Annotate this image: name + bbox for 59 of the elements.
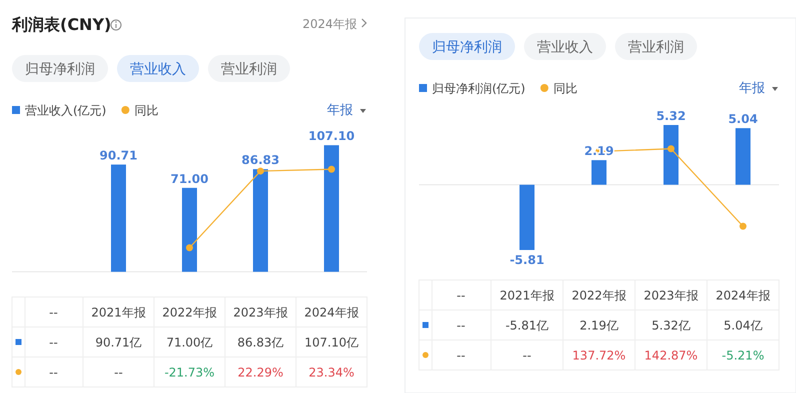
text: 归母净利润 — [25, 62, 95, 78]
annotation: -5.81 — [510, 253, 544, 267]
data-label: -5.81亿 — [505, 318, 549, 332]
bar — [111, 164, 126, 272]
bar — [182, 188, 197, 272]
x-tick-label: 2022年报 — [162, 306, 217, 320]
bar — [520, 184, 534, 250]
text: 营业收入 — [130, 62, 186, 78]
bar — [592, 160, 606, 185]
x-tick-label: 2024年报 — [716, 288, 770, 302]
data-label: 90.71亿 — [95, 336, 142, 350]
text: 营业利润 — [221, 62, 277, 78]
text: -- — [114, 366, 123, 380]
data-label: 107.10亿 — [304, 336, 358, 350]
x-tick-label: 2021年报 — [91, 306, 146, 320]
text: 年报 — [327, 103, 353, 118]
legend-label: 同比 — [553, 82, 578, 96]
text: -- — [522, 348, 532, 362]
x-tick-label: 2022年报 — [572, 288, 626, 302]
chart-subtitle: 2024年报 — [302, 17, 357, 31]
text: -- — [49, 336, 58, 350]
annotation: 90.71 — [100, 148, 138, 163]
legend-label: 营业收入(亿元) — [25, 104, 106, 118]
data-label: 137.72% — [572, 348, 626, 362]
data-label: 5.04亿 — [724, 318, 762, 332]
text: 营业利润 — [628, 40, 684, 56]
annotation: 86.83 — [242, 153, 280, 168]
annotation: 5.32 — [656, 109, 686, 123]
data-label: 2.19亿 — [580, 318, 618, 332]
bar — [664, 125, 678, 185]
bar — [253, 169, 268, 272]
bar — [736, 128, 750, 185]
text: 年报 — [739, 81, 765, 96]
data-label: 22.29% — [238, 366, 284, 380]
data-label: 71.00亿 — [166, 336, 213, 350]
annotation: 71.00 — [170, 172, 208, 186]
data-label: 142.87% — [644, 348, 698, 362]
chart-title: 利润表(CNY) — [11, 15, 112, 34]
data-label: -5.21% — [722, 348, 764, 362]
text: 营业收入 — [537, 40, 593, 56]
x-tick-label: -- — [49, 306, 58, 320]
text: -- — [49, 366, 58, 380]
legend-label: 归母净利润(亿元) — [432, 82, 526, 96]
data-label: 86.83亿 — [237, 336, 284, 350]
bar — [324, 145, 339, 272]
text: -- — [456, 348, 466, 362]
data-label: 23.34% — [308, 366, 354, 380]
x-tick-label: 2024年报 — [304, 306, 359, 320]
data-label: 5.32亿 — [652, 318, 690, 332]
x-tick-label: 2023年报 — [233, 306, 288, 320]
annotation: 5.04 — [728, 112, 758, 126]
x-tick-label: 2023年报 — [644, 288, 698, 302]
text: -- — [456, 318, 466, 332]
x-tick-label: -- — [456, 288, 466, 302]
annotation: 107.10 — [308, 129, 355, 144]
legend-label: 同比 — [134, 104, 158, 118]
text: 归母净利润 — [432, 40, 502, 56]
x-tick-label: 2021年报 — [500, 288, 554, 302]
data-label: -21.73% — [164, 366, 215, 380]
